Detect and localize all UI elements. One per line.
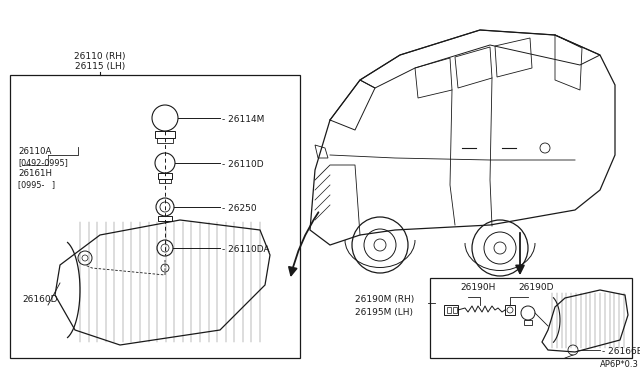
Text: 26110A: 26110A xyxy=(18,147,51,156)
Text: 26115 (LH): 26115 (LH) xyxy=(75,62,125,71)
Bar xyxy=(159,179,171,183)
Text: - 26110DA: - 26110DA xyxy=(222,245,269,254)
Text: [0995-   ]: [0995- ] xyxy=(18,180,55,189)
Bar xyxy=(155,131,175,138)
Text: 26195M (LH): 26195M (LH) xyxy=(355,308,413,317)
Text: - 26250: - 26250 xyxy=(222,204,257,213)
Bar xyxy=(453,307,457,313)
Bar xyxy=(444,305,458,315)
Text: - 26114M: - 26114M xyxy=(222,115,264,124)
Text: 26190D: 26190D xyxy=(518,283,554,292)
Text: - 26110D: - 26110D xyxy=(222,160,264,169)
Text: - 26166E: - 26166E xyxy=(602,347,640,356)
Bar xyxy=(524,320,532,325)
Text: 26190M (RH): 26190M (RH) xyxy=(355,295,414,304)
Bar xyxy=(505,305,515,315)
Bar xyxy=(158,216,172,221)
Text: 26161H: 26161H xyxy=(18,169,52,178)
Bar xyxy=(158,173,172,179)
Text: [0492-0995]: [0492-0995] xyxy=(18,158,68,167)
Bar xyxy=(430,278,632,358)
Text: 26160D: 26160D xyxy=(22,295,58,304)
Bar xyxy=(157,138,173,143)
Bar xyxy=(447,307,451,313)
Text: 26190H: 26190H xyxy=(460,283,495,292)
Bar xyxy=(10,75,300,358)
Text: 26110 (RH): 26110 (RH) xyxy=(74,52,125,61)
Text: AP6P*0.3: AP6P*0.3 xyxy=(600,360,639,369)
